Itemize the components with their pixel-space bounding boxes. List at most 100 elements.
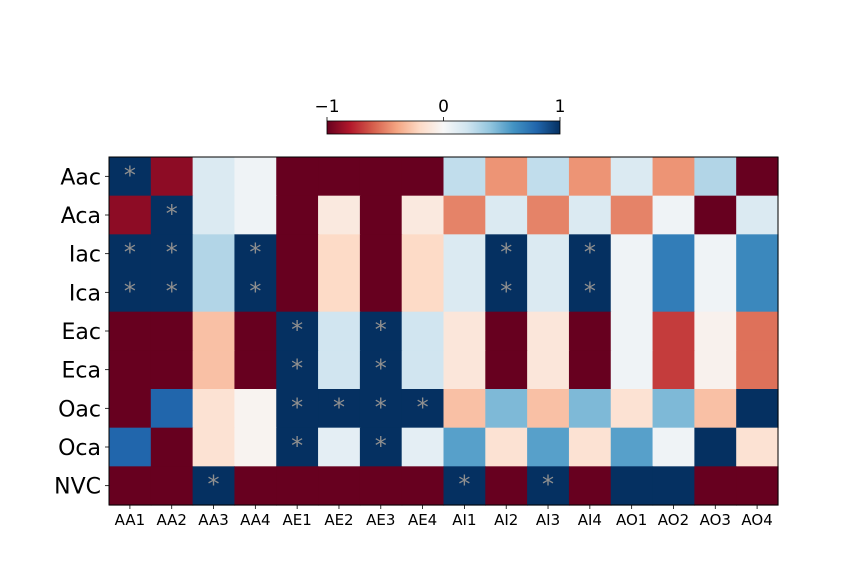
- y-tick-label: Ica: [69, 281, 101, 306]
- heatmap-cell: [485, 389, 528, 429]
- significance-marker: *: [166, 239, 178, 267]
- heatmap-cell: [318, 234, 361, 274]
- x-tick-label: AO2: [658, 511, 689, 529]
- heatmap-cell: [109, 234, 152, 274]
- significance-marker: *: [166, 200, 178, 228]
- heatmap-cell: [109, 273, 152, 313]
- heatmap-cell: [443, 195, 486, 235]
- heatmap-cell: [318, 195, 361, 235]
- heatmap-cell: [652, 157, 695, 197]
- y-tick-label: Aac: [60, 165, 101, 190]
- heatmap-cell: [694, 273, 737, 313]
- heatmap-cell: [610, 311, 654, 351]
- heatmap-cell: [359, 157, 403, 197]
- heatmap-cell: [568, 350, 612, 390]
- heatmap-cell: [150, 195, 194, 235]
- significance-marker: *: [458, 471, 470, 499]
- heatmap-cell: [610, 234, 654, 274]
- significance-marker: *: [249, 277, 261, 305]
- heatmap-cell: [443, 466, 486, 506]
- significance-marker: *: [291, 316, 303, 344]
- y-tick-label: Iac: [69, 243, 101, 268]
- heatmap-cell: [736, 389, 779, 429]
- heatmap-cell: [652, 466, 695, 506]
- heatmap-cell: [276, 195, 319, 235]
- x-tick-label: AE1: [283, 511, 312, 529]
- heatmap-cell: [443, 427, 486, 467]
- heatmap-cell: [736, 157, 779, 197]
- heatmap-cell: [109, 466, 152, 506]
- x-tick-label: AA1: [115, 511, 145, 529]
- significance-marker: *: [375, 316, 387, 344]
- heatmap-cell: [359, 273, 403, 313]
- colorbar-tick-label: −1: [314, 97, 339, 117]
- heatmap-cell: [527, 195, 570, 235]
- heatmap-cell: [736, 427, 779, 467]
- heatmap-cell: [359, 350, 403, 390]
- heatmap-cell: [192, 466, 236, 506]
- significance-marker: *: [500, 239, 512, 267]
- heatmap-cell: [109, 427, 152, 467]
- heatmap-cell: [192, 350, 236, 390]
- heatmap-cell: [652, 311, 695, 351]
- heatmap-cell: [109, 350, 152, 390]
- heatmap-cell: [318, 311, 361, 351]
- heatmap-cell: [318, 466, 361, 506]
- heatmap-cell: [694, 157, 737, 197]
- heatmap-cell: [234, 234, 277, 274]
- heatmap-cell: [527, 466, 570, 506]
- heatmap-cell: [234, 350, 277, 390]
- heatmap-cell: [652, 427, 695, 467]
- x-axis-ticks: AA1 AA2 AA3 AA4 AE1 AE2 AE3 AE4 AI1 AI2 AI3 AI4 AO1 A…: [115, 505, 773, 529]
- x-tick-label: AA3: [198, 511, 228, 529]
- heatmap-cell: [527, 427, 570, 467]
- heatmap-cell: [109, 157, 152, 197]
- colorbar: −1 0 1: [314, 97, 565, 135]
- heatmap-cell: [485, 195, 528, 235]
- heatmap-cell: [192, 234, 236, 274]
- heatmap-cell: [443, 157, 486, 197]
- heatmap-cell: [694, 195, 737, 235]
- heatmap-cell: [234, 311, 277, 351]
- x-tick-label: AE2: [324, 511, 353, 529]
- heatmap-cell: [234, 195, 277, 235]
- heatmap-cell: [568, 273, 612, 313]
- colorbar-ticks: −1 0 1: [314, 97, 565, 121]
- heatmap-cell: [276, 273, 319, 313]
- heatmap-cell: [652, 389, 695, 429]
- significance-marker: *: [417, 393, 429, 421]
- heatmap-cell: [736, 234, 779, 274]
- heatmap-cell: [568, 466, 612, 506]
- heatmap-cell: [359, 311, 403, 351]
- heatmap-cell: [192, 427, 236, 467]
- heatmap-cell: [234, 427, 277, 467]
- heatmap-cell: [610, 195, 654, 235]
- heatmap-cell: [610, 389, 654, 429]
- heatmap-cell: [276, 234, 319, 274]
- x-tick-label: AA2: [156, 511, 186, 529]
- heatmap-cell: [234, 157, 277, 197]
- significance-marker: *: [124, 161, 136, 189]
- significance-marker: *: [584, 239, 596, 267]
- heatmap-cell: [610, 466, 654, 506]
- heatmap-cell: [234, 273, 277, 313]
- heatmap-cell: [527, 389, 570, 429]
- significance-marker: *: [166, 277, 178, 305]
- heatmap-cell: [359, 234, 403, 274]
- heatmap-cell: [485, 427, 528, 467]
- heatmap-cell: [527, 157, 570, 197]
- significance-marker: *: [249, 239, 261, 267]
- heatmap-cell: [485, 466, 528, 506]
- heatmap-cell: [736, 350, 779, 390]
- significance-marker: *: [124, 277, 136, 305]
- heatmap-cell: [276, 311, 319, 351]
- heatmap-cell: [109, 389, 152, 429]
- heatmap-cell: [694, 427, 737, 467]
- heatmap-cell: [234, 466, 277, 506]
- heatmap-cell: [359, 389, 403, 429]
- significance-marker: *: [375, 393, 387, 421]
- heatmap-cell: [568, 311, 612, 351]
- significance-marker: *: [375, 432, 387, 460]
- x-tick-label: AO4: [741, 511, 772, 529]
